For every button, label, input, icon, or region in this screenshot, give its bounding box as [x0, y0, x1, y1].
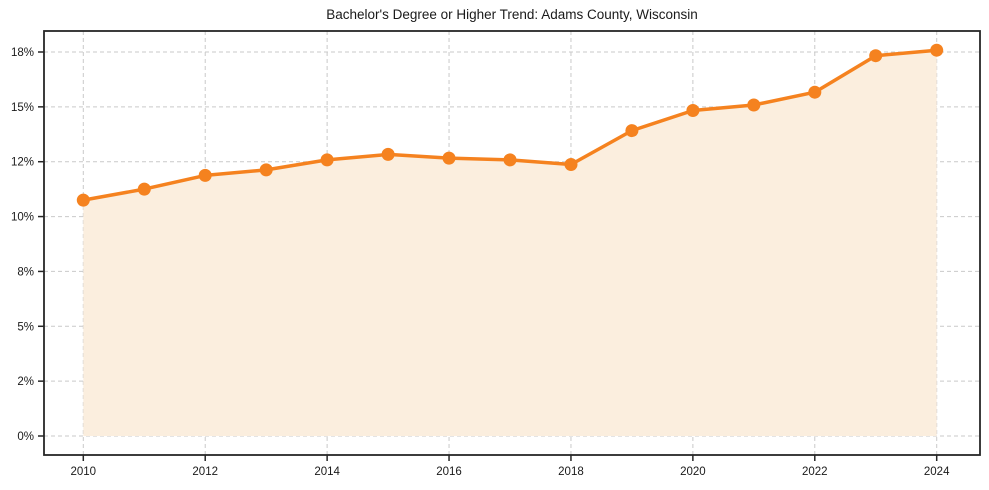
data-point-marker: [320, 153, 334, 167]
data-point-marker: [930, 43, 944, 57]
x-tick-label: 2010: [71, 466, 97, 478]
data-point-marker: [137, 182, 151, 196]
axes-frame: [43, 30, 981, 456]
x-tick-label: 2018: [558, 466, 584, 478]
data-point-marker: [625, 124, 639, 138]
x-tick-label: 2022: [802, 466, 828, 478]
data-point-marker: [442, 151, 456, 165]
x-tick-label: 2012: [192, 466, 218, 478]
data-point-marker: [76, 193, 90, 207]
data-point-marker: [503, 153, 517, 167]
data-point-marker: [198, 168, 212, 182]
x-tick-label: 2014: [314, 466, 340, 478]
data-point-marker: [869, 49, 883, 63]
y-tick-label: 5%: [17, 321, 34, 333]
y-tick-label: 10%: [11, 212, 34, 224]
x-tick-label: 2020: [680, 466, 706, 478]
data-point-marker: [564, 158, 578, 171]
chart-title: Bachelor's Degree or Higher Trend: Adams…: [326, 7, 698, 22]
area-fill: [83, 50, 937, 436]
x-tick-label: 2016: [436, 466, 462, 478]
data-point-marker: [808, 85, 822, 99]
data-point-marker: [747, 98, 761, 112]
y-tick-label: 18%: [11, 47, 34, 59]
y-tick-label: 2%: [17, 376, 34, 388]
data-point-marker: [259, 163, 273, 177]
y-tick-label: 8%: [17, 266, 34, 278]
y-tick-label: 12%: [11, 157, 34, 169]
data-point-marker: [381, 147, 395, 161]
y-tick-label: 0%: [17, 431, 34, 443]
y-tick-label: 15%: [11, 102, 34, 114]
x-tick-label: 2024: [924, 466, 950, 478]
data-point-marker: [686, 104, 700, 117]
